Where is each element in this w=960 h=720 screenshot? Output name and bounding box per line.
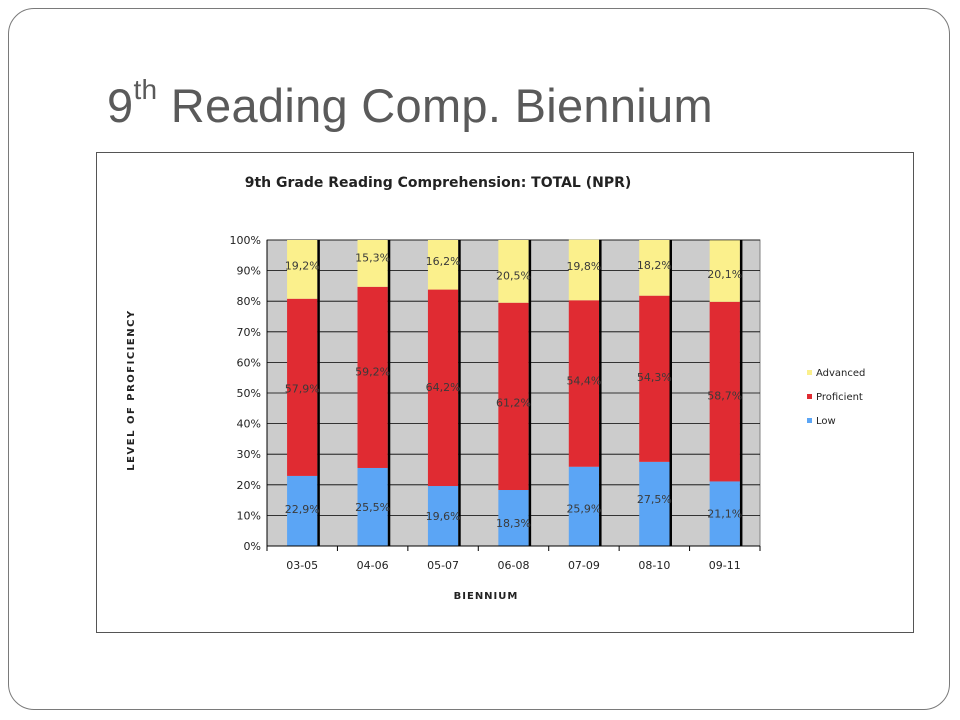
slide-frame <box>8 8 950 710</box>
y-tick-label: 70% <box>237 326 261 339</box>
bar-shadow-edge <box>669 240 672 546</box>
bar-segment <box>427 486 459 546</box>
y-tick-label: 50% <box>237 387 261 400</box>
chart-legend: Advanced Proficient Low <box>807 368 865 427</box>
data-label: 19,8% <box>566 260 601 273</box>
legend-label: Proficient <box>816 392 863 403</box>
legend-swatch <box>807 418 812 423</box>
x-tick-label: 08-10 <box>638 559 670 572</box>
bar-segment <box>709 301 740 482</box>
data-label: 27,5% <box>637 493 672 506</box>
y-tick-label: 30% <box>237 448 261 461</box>
bar-shadow-edge <box>599 240 602 546</box>
bar-shadow-edge <box>739 240 743 546</box>
data-label: 57,9% <box>285 382 320 395</box>
y-tick-label: 40% <box>237 418 261 431</box>
bar-segment <box>639 461 670 546</box>
data-label: 25,9% <box>566 502 601 515</box>
data-label: 19,2% <box>285 259 320 272</box>
legend-label: Advanced <box>816 368 865 379</box>
y-axis-title: LEVEL OF PROFICIENCY <box>126 309 137 470</box>
bar-shadow-edge <box>317 240 320 546</box>
data-label: 25,5% <box>355 501 390 514</box>
bar-segment <box>498 240 529 303</box>
data-label: 16,2% <box>426 255 461 268</box>
x-tick-label: 07-09 <box>568 559 600 572</box>
bar-shadow-edge <box>528 240 532 546</box>
y-tick-label: 100% <box>230 234 261 247</box>
bar-segment <box>287 298 318 476</box>
data-label: 18,3% <box>496 517 531 530</box>
bar-segment <box>568 239 600 301</box>
bar-segment <box>709 240 740 302</box>
bar-shadow-edge <box>458 240 461 546</box>
slide-title-superscript: th <box>133 74 158 105</box>
x-axis-title: BIENNIUM <box>454 591 519 602</box>
stacked-bar-chart: 9th Grade Reading Comprehension: TOTAL (… <box>126 175 865 602</box>
bar-segment <box>287 240 318 299</box>
data-label: 64,2% <box>426 381 461 394</box>
legend-swatch <box>807 370 812 375</box>
bar-segment <box>639 295 670 462</box>
bar-segment <box>498 302 529 491</box>
x-tick-label: 06-08 <box>498 559 530 572</box>
x-tick-label: 05-07 <box>427 559 459 572</box>
data-label: 15,3% <box>355 251 390 264</box>
bar-segment <box>287 475 318 546</box>
chart-container: 9th Grade Reading Comprehension: TOTAL (… <box>96 152 914 633</box>
slide-title: 9th Reading Comp. Biennium <box>107 76 713 133</box>
x-tick-label: 09-11 <box>709 559 741 572</box>
data-label: 21,1% <box>707 508 742 521</box>
bar-segment <box>357 467 388 546</box>
y-tick-label: 10% <box>237 509 261 522</box>
bar-segment <box>709 481 740 546</box>
slide-title-text: Reading Comp. Biennium <box>157 79 713 132</box>
x-tick-label: 03-05 <box>286 559 318 572</box>
chart-title: 9th Grade Reading Comprehension: TOTAL (… <box>245 175 632 191</box>
data-label: 58,7% <box>707 390 742 403</box>
bar-segment <box>639 240 670 296</box>
data-label: 19,6% <box>426 510 461 523</box>
data-label: 61,2% <box>496 396 531 409</box>
bar-shadow-edge <box>387 240 391 546</box>
slide-title-number: 9 <box>107 79 134 132</box>
data-label: 59,2% <box>355 365 390 378</box>
y-tick-label: 0% <box>244 540 261 553</box>
legend-label: Low <box>816 416 836 427</box>
y-tick-label: 60% <box>237 356 261 369</box>
data-label: 20,5% <box>496 269 531 282</box>
bar-segment <box>498 490 529 546</box>
bar-segment <box>357 286 388 468</box>
y-tick-label: 20% <box>237 479 261 492</box>
legend-swatch <box>807 394 812 399</box>
bar-segment <box>427 240 459 290</box>
bar-segment <box>357 240 388 287</box>
x-tick-label: 04-06 <box>357 559 389 572</box>
data-label: 22,9% <box>285 503 320 516</box>
data-label: 20,1% <box>707 268 742 281</box>
bar-segment <box>427 289 459 487</box>
data-label: 54,3% <box>637 371 672 384</box>
y-tick-label: 90% <box>237 265 261 278</box>
bar-segment <box>568 466 600 546</box>
y-tick-label: 80% <box>237 295 261 308</box>
data-label: 18,2% <box>637 259 672 272</box>
bar-segment <box>568 300 600 467</box>
data-label: 54,4% <box>566 375 601 388</box>
